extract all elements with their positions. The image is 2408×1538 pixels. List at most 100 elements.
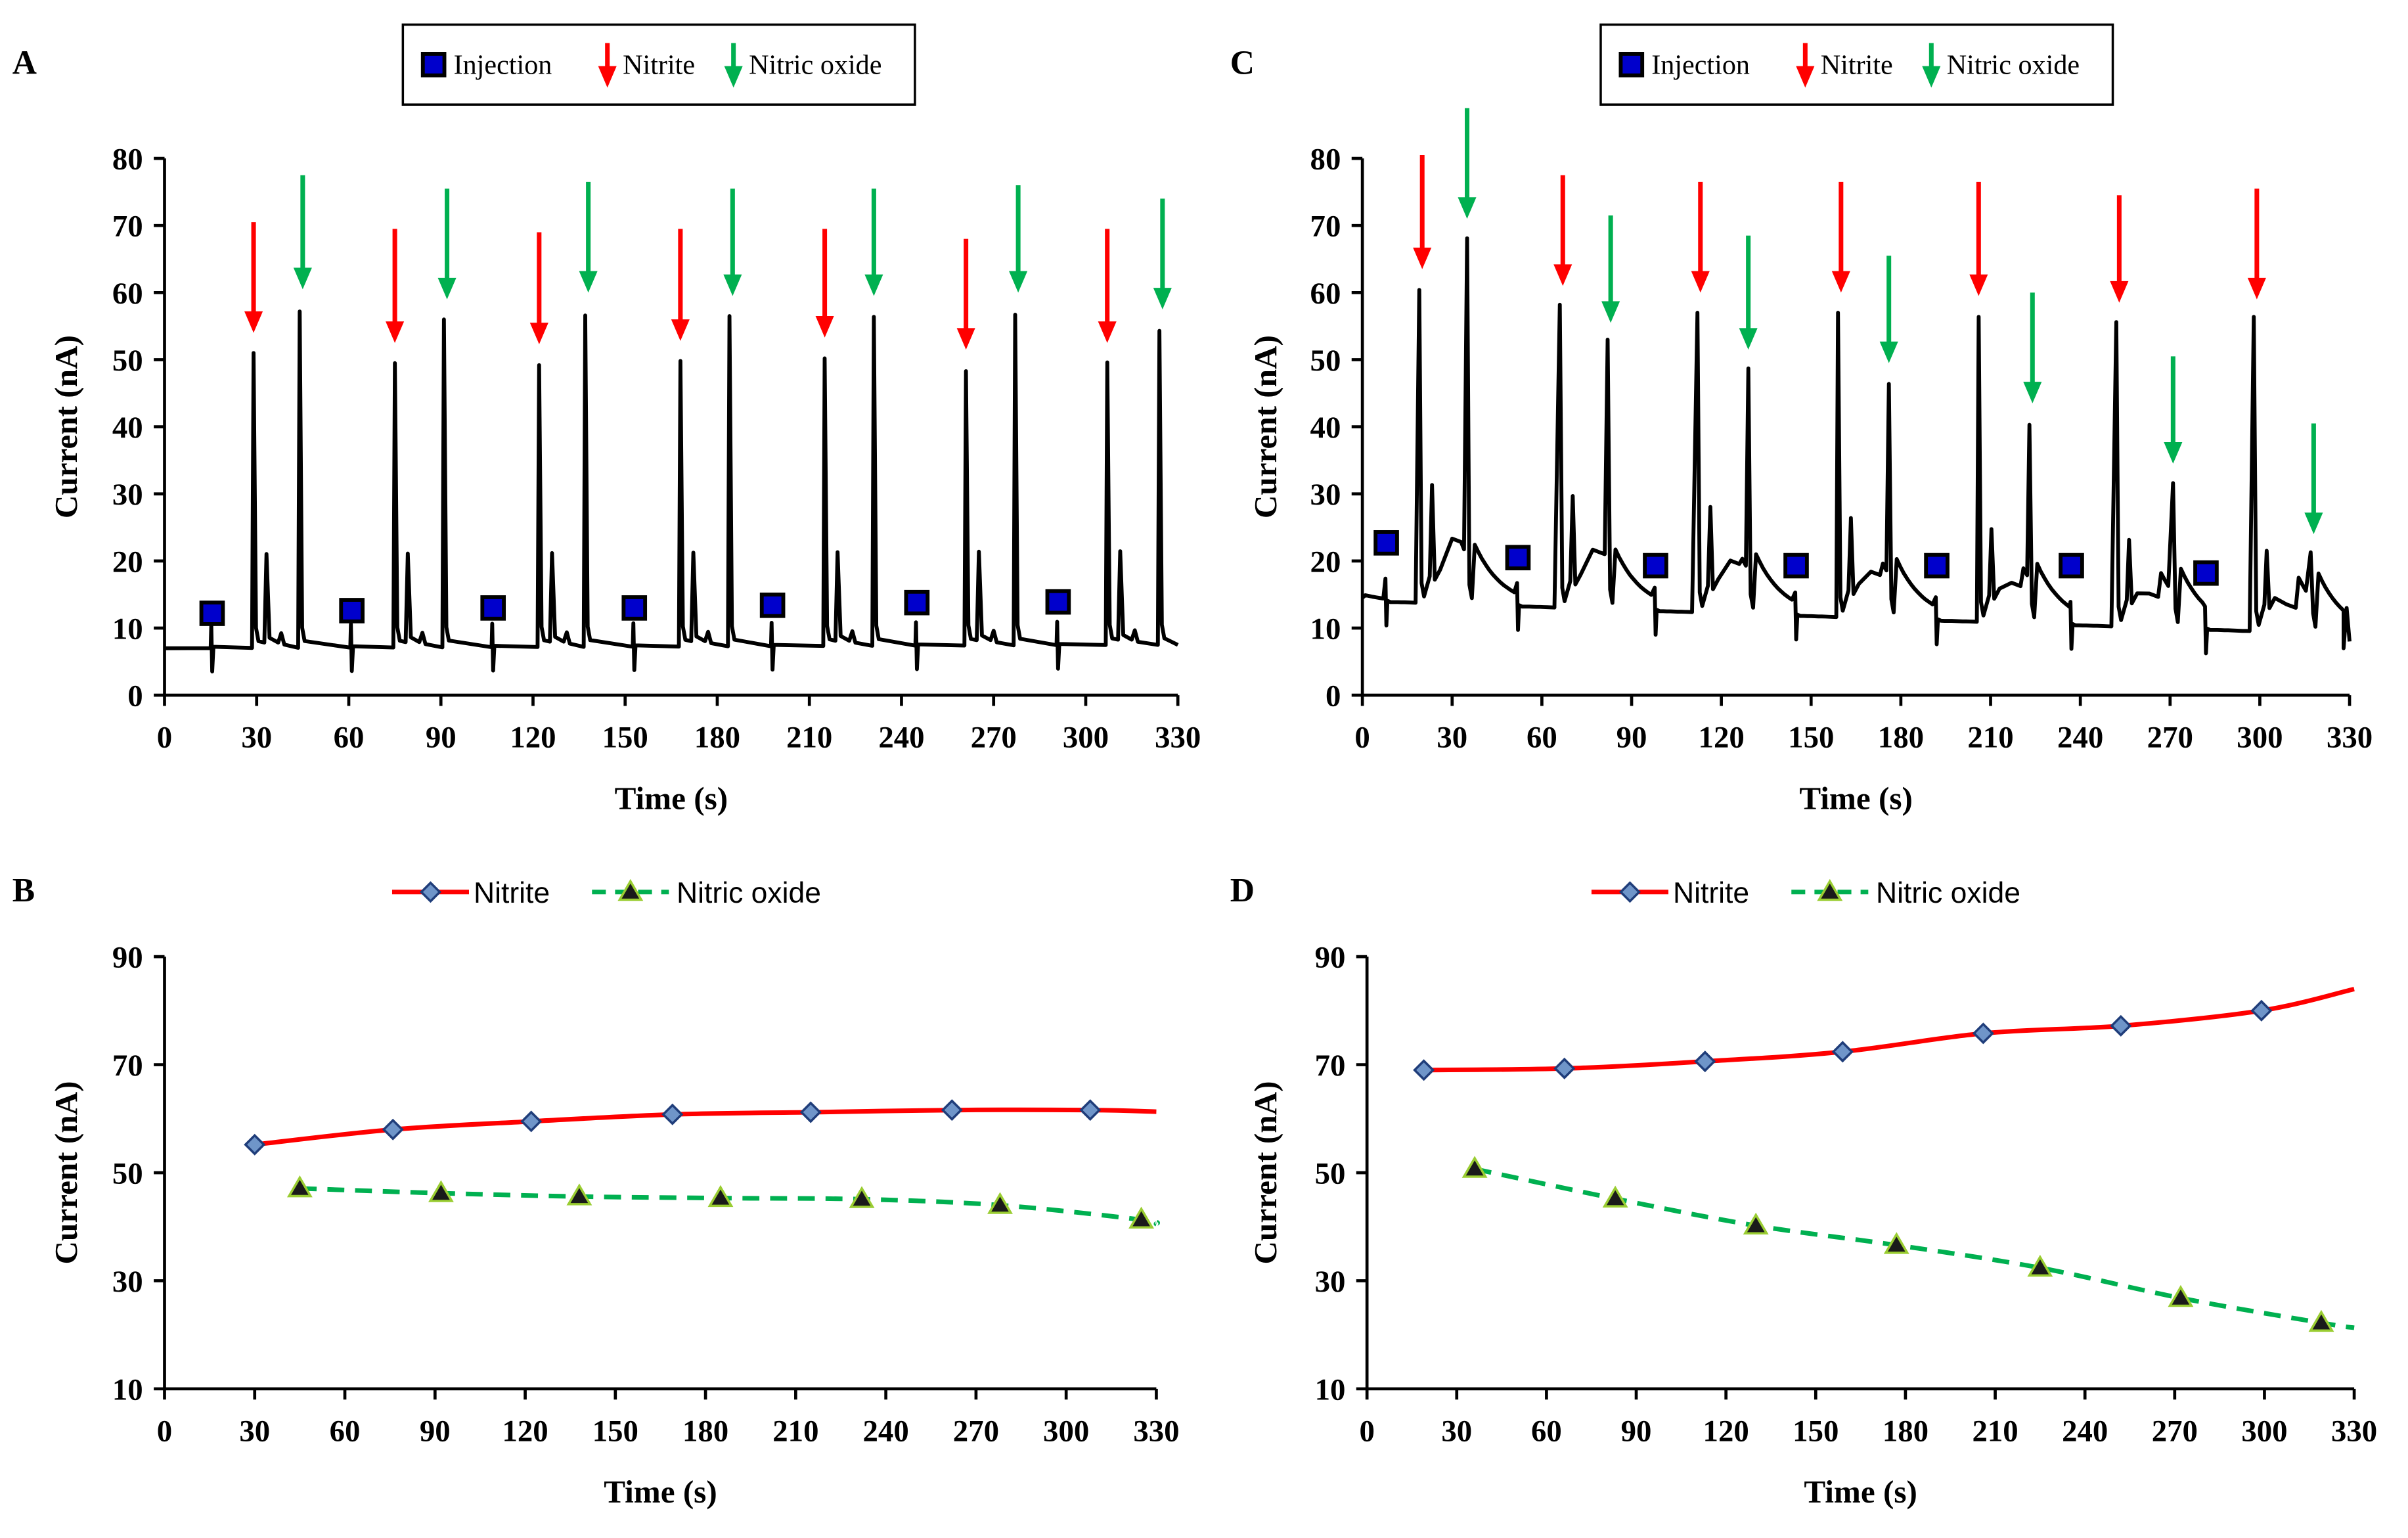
x-tick-label: 120 — [510, 721, 556, 755]
nitric-oxide-point — [566, 1183, 592, 1206]
x-tick-label: 180 — [694, 721, 740, 755]
y-axis-title: Current (nA) — [48, 1081, 84, 1265]
y-tick-label: 90 — [112, 940, 143, 974]
x-tick-label: 210 — [1967, 721, 2013, 755]
nitrite-arrow-head — [1413, 247, 1432, 269]
x-tick-label: 150 — [592, 1414, 638, 1449]
y-tick-label: 80 — [112, 143, 143, 177]
x-tick-label: 330 — [1133, 1414, 1179, 1449]
injection-marker — [904, 589, 930, 616]
nitric-oxide-arrow-head — [864, 274, 883, 296]
x-tick-label: 180 — [682, 1414, 728, 1449]
x-tick-label: 60 — [1531, 1414, 1562, 1449]
legend-box — [1599, 23, 2114, 106]
nitric-oxide-point — [2168, 1284, 2194, 1307]
x-tick-label: 270 — [2152, 1414, 2198, 1449]
legend: Injection Nitrite Nitric oxide — [1599, 23, 2114, 106]
x-tick-label: 150 — [1788, 721, 1834, 755]
nitric-oxide-series-line — [1474, 1166, 2355, 1330]
panel-D: 0 30 60 90 120 150 180 210 240 270 300 330 10 30 50 70 9… — [1230, 872, 2377, 1510]
x-tick-label: 180 — [1878, 721, 1924, 755]
injection-marker — [2193, 560, 2219, 586]
x-tick-label: 330 — [1155, 721, 1201, 755]
legend-no-arrow-head — [1922, 66, 1941, 88]
x-axis-title: Time (s) — [604, 1474, 717, 1510]
injection-marker — [480, 595, 506, 621]
nitrite-point — [2250, 999, 2273, 1022]
x-tick-label: 120 — [502, 1414, 548, 1449]
legend-nitrite-marker — [1618, 881, 1641, 903]
x-tick-label: 60 — [1527, 721, 1557, 755]
nitrite-point — [1831, 1041, 1854, 1063]
x-tick-label: 120 — [1699, 721, 1745, 755]
nitric-oxide-arrow-head — [1601, 301, 1620, 323]
injection-marker — [1505, 545, 1531, 571]
legend-no-label: Nitric oxide — [1876, 877, 2020, 909]
x-tick-label: 30 — [241, 721, 272, 755]
nitrite-arrow-head — [1969, 274, 1988, 296]
legend-nitrite-label: Nitrite — [1821, 49, 1893, 80]
x-tick-label: 0 — [157, 1414, 172, 1449]
nitric-oxide-point — [987, 1192, 1013, 1214]
x-tick-label: 180 — [1883, 1414, 1929, 1449]
legend-no-label: Nitric oxide — [749, 49, 881, 80]
y-tick-label: 70 — [1310, 210, 1341, 244]
nitric-oxide-arrow-head — [1879, 341, 1898, 363]
nitric-oxide-arrow-head — [293, 267, 312, 290]
panel-label: A — [12, 44, 37, 81]
legend-nitrite-marker — [419, 881, 442, 903]
y-tick-label: 50 — [1310, 344, 1341, 378]
x-tick-label: 120 — [1703, 1414, 1749, 1449]
y-tick-label: 80 — [1310, 143, 1341, 177]
nitrite-series-line — [254, 1107, 1157, 1147]
current-trace — [1361, 236, 2352, 656]
y-tick-label: 70 — [1315, 1049, 1346, 1083]
nitrite-arrow-head — [1831, 271, 1850, 293]
x-tick-label: 240 — [878, 721, 924, 755]
x-tick-label: 330 — [2331, 1414, 2377, 1449]
panel-C: 0 30 60 90 120 150 180 210 240 270 300 330 0 10 20 30 40… — [1230, 23, 2373, 816]
nitric-oxide-arrow-head — [1153, 288, 1172, 309]
y-tick-label: 30 — [112, 1265, 143, 1299]
y-axis-title: Current (nA) — [1247, 1081, 1283, 1265]
x-tick-label: 150 — [1793, 1414, 1839, 1449]
legend-nitrite-label: Nitrite — [623, 49, 695, 80]
nitrite-point — [2110, 1014, 2132, 1037]
nitrite-point — [1972, 1022, 1994, 1045]
legend-no-label: Nitric oxide — [1947, 49, 2080, 80]
legend-injection-marker — [420, 52, 447, 78]
y-tick-label: 30 — [112, 478, 143, 512]
nitrite-arrow-head — [815, 316, 834, 338]
nitrite-point — [799, 1101, 822, 1123]
injection-marker — [1643, 553, 1668, 579]
nitric-oxide-point — [1128, 1206, 1154, 1229]
x-axis-title: Time (s) — [615, 780, 728, 816]
x-tick-label: 0 — [1359, 1414, 1374, 1449]
legend-no-marker — [1817, 878, 1843, 901]
nitric-oxide-point — [2308, 1309, 2334, 1332]
y-tick-label: 50 — [1315, 1156, 1346, 1190]
y-tick-label: 60 — [1310, 277, 1341, 311]
panel-B: 0 30 60 90 120 150 180 210 240 270 300 330 10 30 50 70 9… — [12, 872, 1180, 1510]
nitrite-point — [1553, 1057, 1576, 1079]
injection-marker — [1045, 589, 1071, 615]
x-axis-title: Time (s) — [1804, 1474, 1917, 1510]
x-tick-label: 300 — [2237, 721, 2283, 755]
legend-box — [401, 23, 916, 106]
nitrite-arrow-head — [1098, 321, 1117, 343]
y-axis-title: Current (nA) — [48, 335, 84, 518]
x-tick-label: 300 — [2241, 1414, 2287, 1449]
y-tick-label: 10 — [112, 1372, 143, 1407]
y-axis-title: Current (nA) — [1247, 335, 1283, 518]
legend-nitrite-label: Nitrite — [1673, 877, 1749, 909]
y-tick-label: 50 — [112, 1156, 143, 1190]
y-tick-label: 70 — [112, 1049, 143, 1083]
y-tick-label: 20 — [112, 545, 143, 579]
nitric-oxide-arrow-head — [723, 274, 742, 296]
nitrite-arrow-head — [529, 323, 548, 345]
y-tick-label: 0 — [1326, 679, 1341, 713]
nitrite-point — [941, 1099, 963, 1121]
x-tick-label: 150 — [602, 721, 648, 755]
legend: Nitrite Nitric oxide — [1591, 877, 2020, 909]
y-tick-label: 10 — [112, 612, 143, 646]
